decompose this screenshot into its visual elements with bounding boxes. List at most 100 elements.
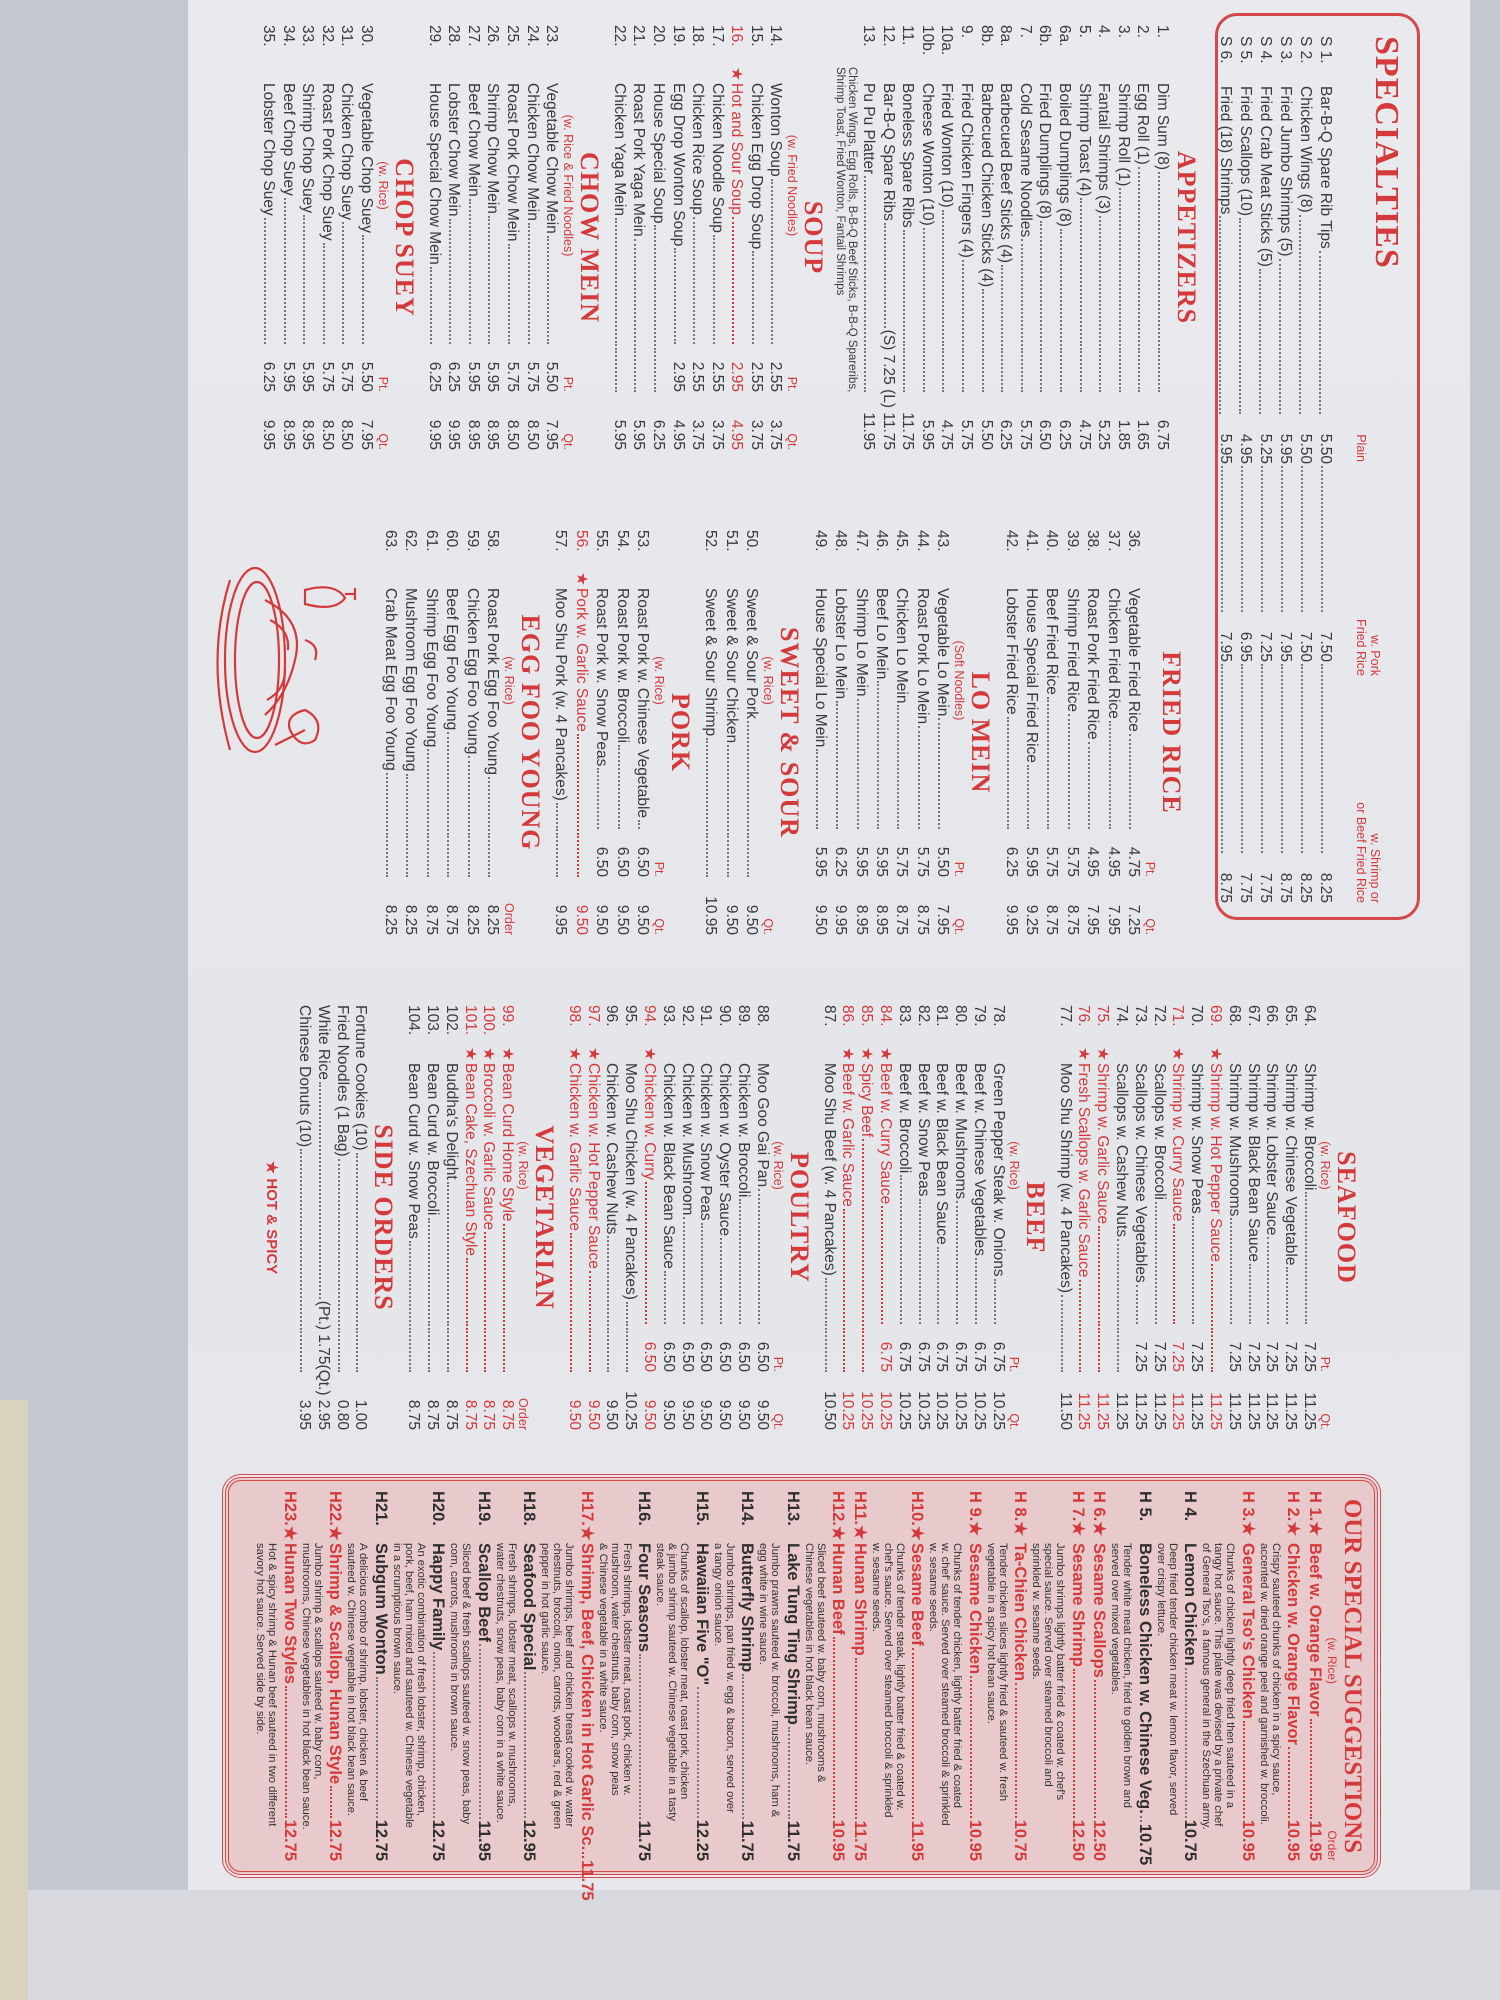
item-number: 41. [1022, 530, 1040, 552]
dotted-leader [467, 756, 470, 831]
dotted-leader [962, 348, 965, 392]
dotted-leader [479, 1644, 481, 1819]
item-price: 8.75 [893, 904, 911, 935]
item-name: Chicken Chow Mein [523, 83, 541, 221]
item-price: 6.75 [877, 1341, 895, 1372]
item-number: 48. [832, 530, 850, 552]
dotted-leader [1185, 1667, 1188, 1818]
item-price: 7.25 [1225, 1341, 1243, 1372]
section-title: SWEET & SOUR [775, 627, 805, 838]
item-name: Roast Pork Chop Suey [318, 83, 336, 241]
item-number: 65. [1282, 1005, 1300, 1027]
section-subheader: (w. Rice) Order [502, 530, 516, 935]
item-number: 6b. [1036, 25, 1054, 47]
dotted-leader [303, 215, 306, 344]
item-name: Vegetable Lo Mein [934, 588, 952, 717]
item-price: 9.50 [584, 1399, 602, 1430]
item-price: 5.95 [1217, 433, 1234, 464]
item-name: Egg Roll (1) [1134, 83, 1152, 165]
suggestion-description: sprinkled w. sesame seeds. [1030, 1543, 1043, 1680]
item-price: 11.25 [1131, 1392, 1149, 1430]
dotted-leader [1138, 166, 1141, 346]
dotted-leader [843, 1208, 846, 1326]
item-price: 9.95 [832, 904, 850, 935]
item-name: Buddha's Delight [442, 1063, 460, 1180]
item-price: 9.50 [678, 1399, 696, 1430]
item-number: 54. [613, 530, 631, 552]
menu-item: 83. Beef w. Broccoli 6.75 10.25 [894, 1005, 913, 1430]
item-price: 7.25 [1301, 1341, 1318, 1372]
item-price: 8.75 [442, 1399, 460, 1430]
item-name: Fried Wonton (10) [938, 83, 956, 208]
suggestion-header: H18. Seafood Special 12.95 [518, 1491, 540, 1861]
item-number: 103. [423, 1005, 441, 1036]
suggestion-header: H11.★ Hunan Shrimp 11.75 [849, 1491, 871, 1861]
item-name: Chicken w. Hot Pepper Sauce [584, 1063, 602, 1269]
item-number: 8a. [997, 25, 1015, 47]
suggestion-header: H12.★ Hunan Beef 10.95 [827, 1491, 849, 1861]
item-price: 9.50 [603, 1399, 621, 1430]
item-price: 11.95 [860, 412, 878, 450]
menu-item: 78. Green Pepper Steak w. Onions 6.75 10.25 [988, 1005, 1007, 1430]
dotted-leader [693, 216, 696, 344]
item-price: 5.75 [318, 361, 336, 392]
suggestion-item: H 9.★ Sesame Chicken 10.95 Chunks of tender… [928, 1491, 986, 1861]
suggestion-code: H22.★ [326, 1491, 345, 1541]
hot-spicy-star-icon: ★ [839, 1047, 857, 1061]
menu-item: 12. Bar-B-Q Spare Ribs (S) 7.25 (L) 11.75 [878, 25, 898, 450]
suggestions-list: H 1.★ Beef w. Orange Flavor 11.95 H 2.★ Chic… [255, 1491, 1326, 1901]
item-name: Pu Pu Platter [860, 83, 878, 175]
suggestion-name: Lake Tung Ting Shrimp [784, 1543, 802, 1725]
item-number: 9. [958, 25, 976, 38]
dotted-leader [337, 1328, 340, 1372]
suggestion-header: H19. Scallop Beef 11.95 [473, 1491, 495, 1861]
item-number: 44. [913, 530, 931, 552]
item-price: 10.25 [877, 1391, 895, 1430]
item-price: 8.95 [279, 419, 297, 450]
suggestion-description: Tender chicken slices lightly fried & sa… [997, 1543, 1009, 1802]
menu-item: 85. ★ Spicy Beef 10.25 [856, 1005, 875, 1430]
item-name: Moo Shu Pork (w. 4 Pancakes) [552, 588, 570, 801]
item-price: (Pt.) 1.75 [314, 1300, 332, 1365]
hot-spicy-star-icon: ★ [1075, 1047, 1093, 1061]
menu-item: 81. Beef w. Black Bean Sauce 6.75 10.25 [932, 1005, 950, 1430]
item-price: 8.75 [1063, 904, 1081, 935]
dotted-leader [1040, 348, 1043, 392]
item-price: 8.75 [461, 1399, 479, 1430]
item-name-zone: Chicken Wings (8) [1295, 86, 1315, 416]
dotted-leader [1026, 764, 1029, 829]
price-head-qt: Qt. [652, 918, 667, 935]
item-price: 2.55 [747, 361, 765, 392]
dotted-leader [836, 701, 839, 829]
suggestions-title: OUR SPECIAL SUGGESTIONS [1339, 1498, 1366, 1854]
item-price: 7.95 [1104, 904, 1122, 935]
table-surface [0, 1890, 1500, 2000]
header-pork-2: Fried Rice [1354, 619, 1368, 676]
item-name: Beef Fried Rice [1043, 588, 1061, 695]
hot-spicy-star-icon: ★ [565, 1047, 583, 1061]
menu-item: 18. Chicken Rice Soup 2.55 3.75 [688, 25, 708, 450]
item-price: 5.95 [852, 846, 870, 877]
item-number: 38. [1084, 530, 1102, 552]
menu-section-appetizers: APPETIZERS 1. Dim Sum (8) 6.75 2. Egg Roll (1… [834, 25, 1201, 450]
price-head-pt: Pt. [952, 861, 967, 877]
menu-item: 24. Chicken Chow Mein 5.75 8.50 [522, 25, 542, 450]
menu-item: 42. Lobster Fried Rice 6.25 9.95 [1000, 530, 1020, 935]
dotted-leader [712, 234, 715, 344]
suggestion-description: An exotic combination of fresh lobster, … [415, 1543, 427, 1816]
specialties-box: SPECIALTIES Plain w. Pork Fried Rice w. … [1215, 13, 1420, 920]
price-head-qt: Qt. [952, 918, 967, 935]
dotted-leader [1229, 1218, 1232, 1324]
item-name: Bean Curd w. Broccoli [423, 1063, 441, 1216]
item-number: 17. [708, 25, 726, 47]
dotted-leader [881, 1206, 884, 1324]
dotted-leader [406, 833, 409, 877]
item-number: 5. [1075, 25, 1093, 38]
suggestion-price: 10.75 [1011, 1819, 1030, 1861]
dotted-leader [843, 1328, 846, 1372]
suggestion-header: H 1.★ Beef w. Orange Flavor 11.95 [1304, 1491, 1326, 1861]
menu-item: 79. Beef w. Chinese Vegetables 6.75 10.25 [969, 1005, 988, 1430]
suggestion-code: H11.★ [851, 1491, 869, 1540]
menu-item: 102. Buddha's Delight 8.75 [441, 1005, 460, 1430]
item-price: 6.50 [593, 846, 611, 877]
